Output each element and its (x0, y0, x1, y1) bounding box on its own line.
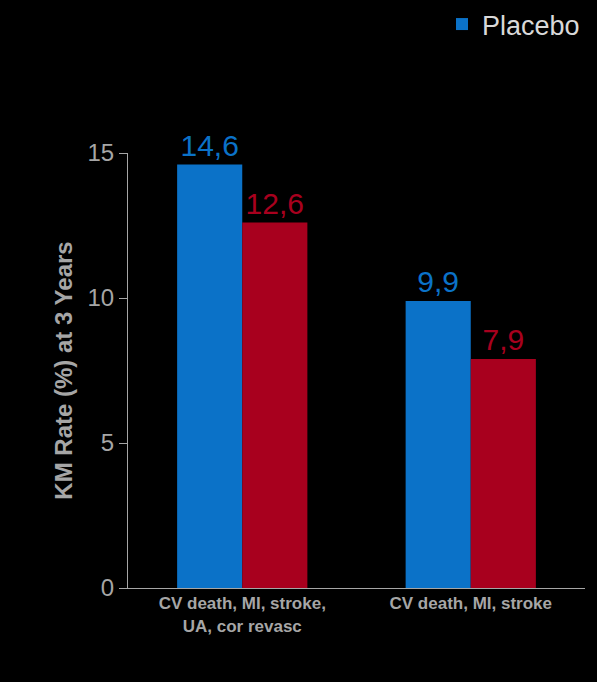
svg-text:KM Rate (%) at 3 Years: KM Rate (%) at 3 Years (50, 241, 77, 499)
svg-text:CV death, MI, stroke: CV death, MI, stroke (390, 594, 552, 613)
svg-text:CV death, MI, stroke,UA, cor r: CV death, MI, stroke,UA, cor revasc (159, 594, 326, 635)
svg-text:15: 15 (87, 139, 114, 166)
svg-text:12,6: 12,6 (246, 187, 304, 220)
svg-text:Placebo: Placebo (482, 11, 580, 41)
svg-text:5: 5 (101, 429, 114, 456)
svg-text:14,6: 14,6 (180, 129, 238, 162)
svg-text:9,9: 9,9 (417, 265, 459, 298)
svg-text:0: 0 (101, 574, 114, 601)
svg-text:7,9: 7,9 (482, 323, 524, 356)
svg-text:10: 10 (87, 284, 114, 311)
